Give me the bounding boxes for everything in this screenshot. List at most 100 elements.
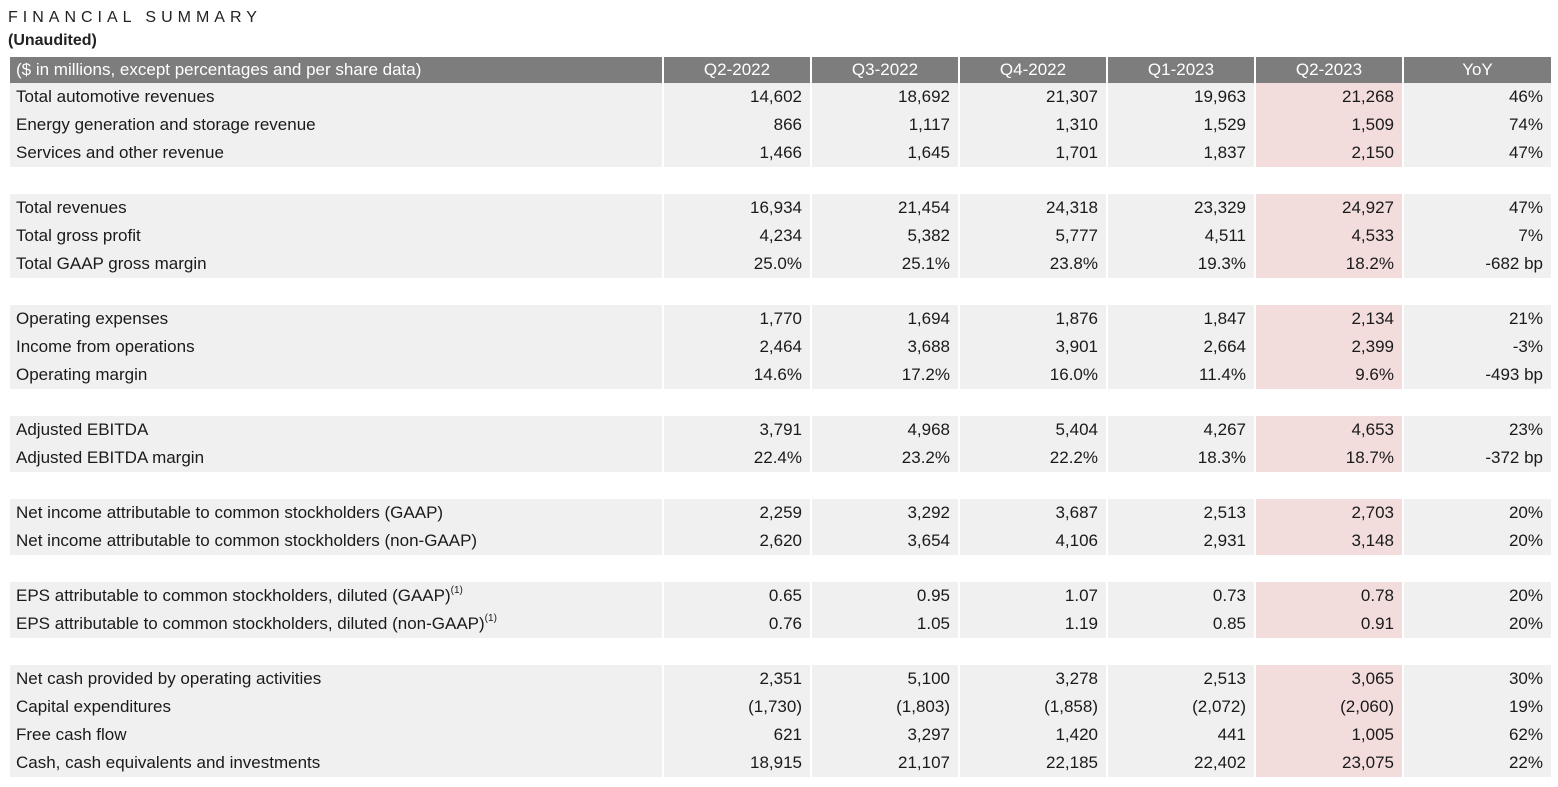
row-label-text: Net cash provided by operating activitie… [16, 669, 322, 688]
column-header: YoY [1403, 57, 1551, 83]
value-cell: 16,934 [663, 194, 812, 222]
row-label: EPS attributable to common stockholders,… [10, 582, 664, 610]
yoy-cell: 62% [1403, 721, 1551, 749]
table-row: Free cash flow 621 3,297 1,420 441 1,005 62% [10, 721, 1551, 749]
value-cell: 14,602 [663, 83, 812, 111]
row-label-text: Adjusted EBITDA [16, 420, 149, 439]
value-cell: 1,645 [811, 139, 960, 167]
value-cell: 3,297 [811, 721, 960, 749]
value-cell: 21,307 [959, 83, 1108, 111]
yoy-cell: -682 bp [1403, 250, 1551, 278]
table-row: Total GAAP gross margin 25.0% 25.1% 23.8% 19… [10, 250, 1551, 278]
table-row: EPS attributable to common stockholders,… [10, 610, 1551, 638]
value-cell: 1,876 [959, 305, 1108, 333]
row-label: Operating margin [10, 361, 664, 389]
yoy-cell: 47% [1403, 194, 1551, 222]
value-cell: 1,420 [959, 721, 1108, 749]
row-label: Total gross profit [10, 222, 664, 250]
value-cell: 25.1% [811, 250, 960, 278]
value-cell: 1,694 [811, 305, 960, 333]
value-cell: 1,837 [1107, 139, 1256, 167]
value-cell: 1.07 [959, 582, 1108, 610]
row-label: Total revenues [10, 194, 664, 222]
column-header: Q2-2022 [663, 57, 812, 83]
value-cell: 3,292 [811, 499, 960, 527]
value-cell: 866 [663, 111, 812, 139]
table-row: Total revenues 16,934 21,454 24,318 23,329 24… [10, 194, 1551, 222]
value-cell: 2,513 [1107, 499, 1256, 527]
current-quarter-cell: 23,075 [1255, 749, 1404, 777]
value-cell: 19,963 [1107, 83, 1256, 111]
yoy-cell: 19% [1403, 693, 1551, 721]
current-quarter-cell: (2,060) [1255, 693, 1404, 721]
spacer-cell [10, 638, 1551, 665]
table-row: Capital expenditures (1,730) (1,803) (1,858… [10, 693, 1551, 721]
row-label-text: Adjusted EBITDA margin [16, 448, 205, 467]
yoy-cell: -3% [1403, 333, 1551, 361]
value-cell: 1,770 [663, 305, 812, 333]
value-cell: 1,847 [1107, 305, 1256, 333]
value-cell: 22,402 [1107, 749, 1256, 777]
table-row: Operating expenses 1,770 1,694 1,876 1,847 2,… [10, 305, 1551, 333]
row-label: Total automotive revenues [10, 83, 664, 111]
value-cell: 18,692 [811, 83, 960, 111]
header-label-cell: ($ in millions, except percentages and p… [10, 57, 664, 83]
spacer-cell [10, 278, 1551, 305]
yoy-cell: 20% [1403, 610, 1551, 638]
row-label-text: Net income attributable to common stockh… [16, 531, 478, 550]
value-cell: 18.3% [1107, 444, 1256, 472]
value-cell: 1,529 [1107, 111, 1256, 139]
value-cell: 2,351 [663, 665, 812, 693]
value-cell: 4,511 [1107, 222, 1256, 250]
current-quarter-cell: 4,533 [1255, 222, 1404, 250]
row-label: Income from operations [10, 333, 664, 361]
value-cell: 3,901 [959, 333, 1108, 361]
current-quarter-cell: 18.2% [1255, 250, 1404, 278]
current-quarter-cell: 2,399 [1255, 333, 1404, 361]
yoy-cell: -372 bp [1403, 444, 1551, 472]
yoy-cell: 20% [1403, 582, 1551, 610]
current-quarter-cell: 24,927 [1255, 194, 1404, 222]
row-label-text: Services and other revenue [16, 143, 224, 162]
value-cell: 24,318 [959, 194, 1108, 222]
value-cell: 1,701 [959, 139, 1108, 167]
value-cell: 3,791 [663, 416, 812, 444]
value-cell: 4,267 [1107, 416, 1256, 444]
current-quarter-cell: 2,134 [1255, 305, 1404, 333]
current-quarter-cell: 0.78 [1255, 582, 1404, 610]
spacer-cell [10, 555, 1551, 582]
value-cell: 4,968 [811, 416, 960, 444]
page-subtitle: (Unaudited) [8, 32, 97, 49]
value-cell: 1,466 [663, 139, 812, 167]
row-label: Net income attributable to common stockh… [10, 499, 664, 527]
value-cell: 0.73 [1107, 582, 1256, 610]
value-cell: 1.19 [959, 610, 1108, 638]
value-cell: 5,382 [811, 222, 960, 250]
yoy-cell: 23% [1403, 416, 1551, 444]
footnote-marker: (1) [450, 585, 463, 596]
table-row: Operating margin 14.6% 17.2% 16.0% 11.4% 9.6%… [10, 361, 1551, 389]
value-cell: 4,106 [959, 527, 1108, 555]
yoy-cell: 7% [1403, 222, 1551, 250]
value-cell: 19.3% [1107, 250, 1256, 278]
row-label-text: Income from operations [16, 337, 195, 356]
value-cell: 4,234 [663, 222, 812, 250]
current-quarter-cell: 18.7% [1255, 444, 1404, 472]
value-cell: 2,259 [663, 499, 812, 527]
yoy-cell: 20% [1403, 499, 1551, 527]
row-label: Operating expenses [10, 305, 664, 333]
value-cell: 5,777 [959, 222, 1108, 250]
table-row: Net income attributable to common stockh… [10, 499, 1551, 527]
value-cell: 2,620 [663, 527, 812, 555]
table-row: Income from operations 2,464 3,688 3,901 2,6… [10, 333, 1551, 361]
yoy-cell: 30% [1403, 665, 1551, 693]
value-cell: 23.8% [959, 250, 1108, 278]
yoy-cell: 22% [1403, 749, 1551, 777]
row-label: Cash, cash equivalents and investments [10, 749, 664, 777]
value-cell: 621 [663, 721, 812, 749]
row-label-text: Free cash flow [16, 725, 127, 744]
yoy-cell: -493 bp [1403, 361, 1551, 389]
row-label: Adjusted EBITDA margin [10, 444, 664, 472]
row-label: Adjusted EBITDA [10, 416, 664, 444]
table-row: Total automotive revenues 14,602 18,692 21,… [10, 83, 1551, 111]
